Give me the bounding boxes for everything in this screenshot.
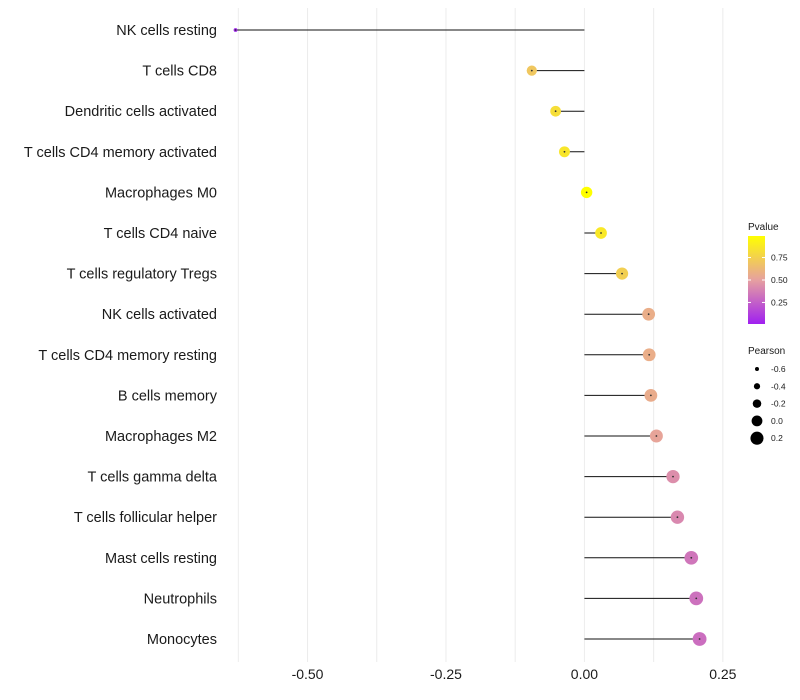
category-label: NK cells resting xyxy=(116,23,217,39)
category-label: T cells CD4 memory activated xyxy=(24,145,217,161)
category-label: NK cells activated xyxy=(102,307,217,323)
x-tick-label: 0.00 xyxy=(571,666,598,682)
category-label: Macrophages M0 xyxy=(105,185,217,201)
legend-color-label: 0.50 xyxy=(771,275,788,285)
legend-size-label: 0.0 xyxy=(771,416,783,426)
lollipop-point-center xyxy=(690,556,693,559)
lollipop-point-center xyxy=(554,110,557,113)
category-label: Macrophages M2 xyxy=(105,429,217,445)
legend-size-dot xyxy=(750,431,764,445)
legend-color-title: Pvalue xyxy=(748,222,779,233)
lollipop-point-center xyxy=(648,353,651,356)
legend-size-label: 0.2 xyxy=(771,433,783,443)
lollipop-point-center xyxy=(698,638,701,640)
category-label: T cells CD4 memory resting xyxy=(38,348,217,364)
lollipop-point-center xyxy=(530,69,533,72)
category-label: Dendritic cells activated xyxy=(65,104,217,120)
lollipop-point-center xyxy=(649,394,652,397)
lollipop-point-center xyxy=(234,29,237,31)
lollipop-point-center xyxy=(676,516,679,519)
legend-size-label: -0.2 xyxy=(771,399,786,409)
category-label: B cells memory xyxy=(118,388,218,404)
x-tick-label: 0.25 xyxy=(709,666,736,682)
legend-size-dot xyxy=(753,383,761,390)
lollipop-point-center xyxy=(563,150,566,153)
x-axis-ticks: -0.50 -0.25 0.00 0.25 xyxy=(292,666,737,682)
lollipop-point-center xyxy=(695,597,698,600)
category-label: T cells follicular helper xyxy=(74,510,217,526)
lollipop-point-center xyxy=(672,475,674,478)
lollipop-point-center xyxy=(585,191,588,194)
x-tick-label: -0.50 xyxy=(292,666,324,682)
category-label: T cells gamma delta xyxy=(88,470,218,486)
legend-size-dot xyxy=(755,367,759,371)
category-label: T cells CD4 naive xyxy=(104,226,217,242)
category-label: T cells regulatory Tregs xyxy=(67,267,217,283)
category-label: Neutrophils xyxy=(144,591,217,607)
legend-size-title: Pearson xyxy=(748,346,785,357)
legend-size-dot xyxy=(751,415,763,427)
legend-size-label: -0.6 xyxy=(771,364,786,374)
legend-color-label: 0.25 xyxy=(771,297,788,307)
lollipop-point-center xyxy=(647,313,650,316)
legend: Pvalue Pearson 0.25 0.50 0.75 -0.6 -0.4 -0.2 0… xyxy=(748,222,788,445)
lollipop-point-center xyxy=(621,272,623,275)
legend-color-bar xyxy=(748,236,765,324)
category-label: T cells CD8 xyxy=(142,64,217,80)
lollipop-stems xyxy=(235,29,700,640)
lollipop-points xyxy=(233,28,707,646)
legend-size-label: -0.4 xyxy=(771,381,786,391)
category-labels: NK cells resting T cells CD8 Dendritic cel… xyxy=(24,23,218,648)
legend-color-label: 0.75 xyxy=(771,253,788,263)
lollipop-point-center xyxy=(600,232,602,234)
category-label: Monocytes xyxy=(147,632,217,648)
gridlines xyxy=(237,8,724,662)
x-tick-label: -0.25 xyxy=(430,666,462,682)
lollipop-point-center xyxy=(655,435,658,437)
legend-size-dot xyxy=(752,399,762,408)
category-label: Mast cells resting xyxy=(105,551,217,567)
